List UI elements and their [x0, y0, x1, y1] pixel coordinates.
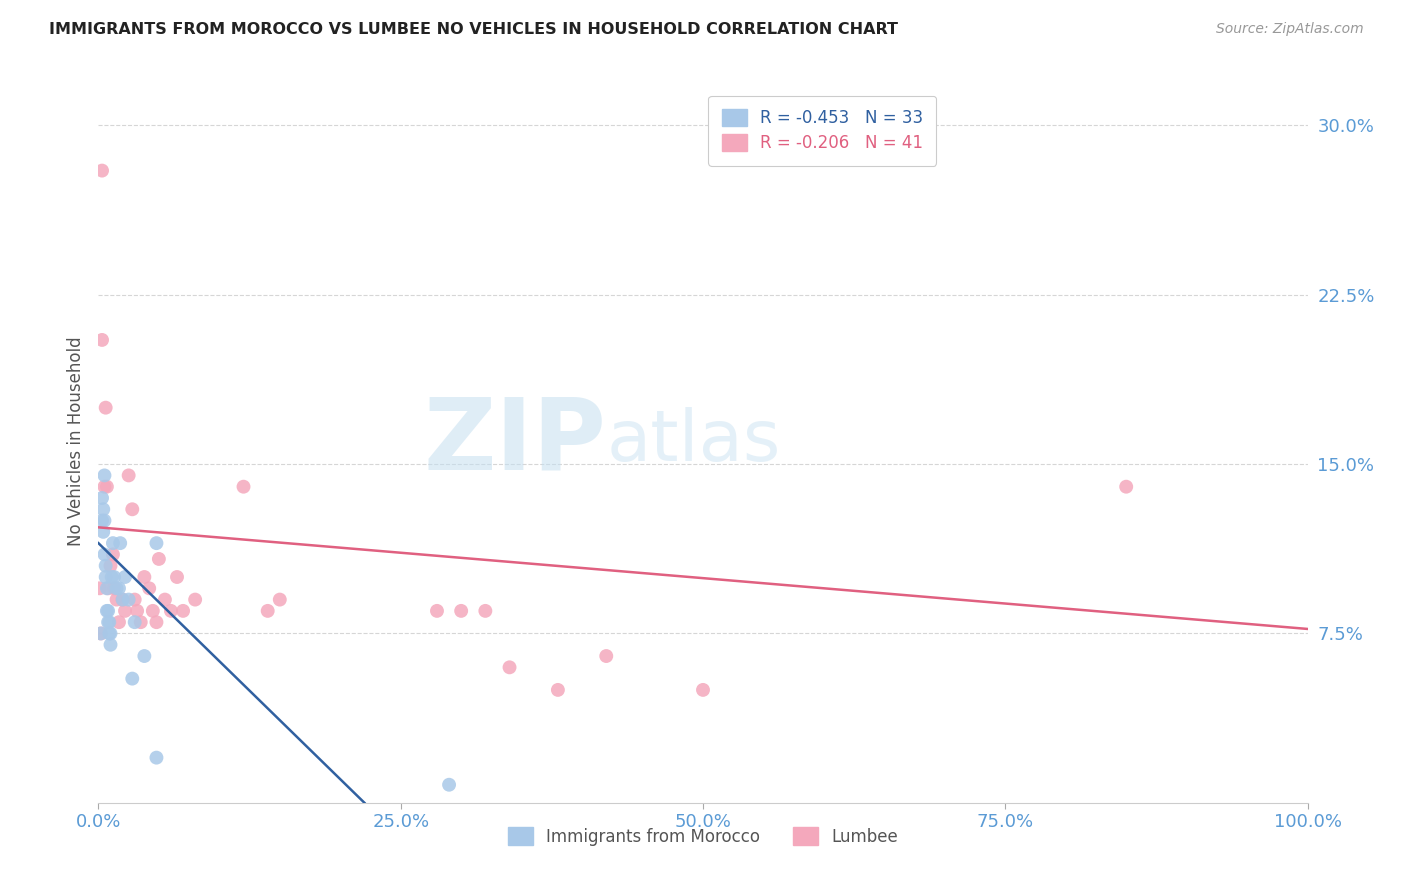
Point: [111, 592, 134, 607]
Point: [100, 638, 122, 652]
Point: [93, 548, 115, 562]
Point: [595, 648, 617, 663]
Point: [426, 604, 449, 618]
Point: [1115, 480, 1137, 494]
Text: ZIP: ZIP: [423, 393, 606, 490]
Point: [97, 604, 120, 618]
Point: [98, 615, 121, 630]
Point: [91, 333, 114, 347]
Point: [100, 570, 122, 584]
Point: [256, 604, 278, 618]
Point: [98, 626, 121, 640]
Point: [172, 604, 194, 618]
Point: [89, 582, 111, 596]
Point: [114, 570, 136, 584]
Point: [101, 536, 124, 550]
Point: [145, 615, 167, 630]
Point: [97, 615, 120, 630]
Point: [134, 648, 156, 663]
Point: [105, 592, 128, 607]
Point: [96, 604, 118, 618]
Point: [91, 491, 114, 505]
Point: [184, 592, 207, 607]
Point: [145, 536, 167, 550]
Point: [94, 401, 117, 415]
Point: [129, 615, 152, 630]
Point: [93, 514, 115, 528]
Point: [90, 626, 112, 640]
Point: [103, 582, 125, 596]
Point: [142, 604, 165, 618]
Point: [118, 468, 141, 483]
Point: [100, 626, 122, 640]
Point: [103, 570, 125, 584]
Point: [108, 582, 131, 596]
Legend: Immigrants from Morocco, Lumbee: Immigrants from Morocco, Lumbee: [501, 821, 905, 852]
Point: [91, 163, 114, 178]
Point: [138, 582, 160, 596]
Point: [91, 502, 114, 516]
Point: [97, 582, 120, 596]
Point: [114, 604, 136, 618]
Point: [547, 682, 569, 697]
Point: [91, 524, 114, 539]
Point: [108, 615, 131, 630]
Point: [166, 570, 188, 584]
Point: [91, 514, 114, 528]
Point: [269, 592, 291, 607]
Point: [121, 502, 143, 516]
Point: [94, 558, 117, 573]
Point: [96, 480, 118, 494]
Point: [100, 558, 122, 573]
Point: [118, 592, 141, 607]
Point: [124, 592, 146, 607]
Text: atlas: atlas: [606, 407, 780, 476]
Point: [474, 604, 496, 618]
Point: [93, 480, 115, 494]
Point: [498, 660, 520, 674]
Point: [93, 468, 115, 483]
Point: [232, 480, 254, 494]
Point: [127, 604, 149, 618]
Y-axis label: No Vehicles in Household: No Vehicles in Household: [66, 336, 84, 547]
Point: [148, 552, 170, 566]
Point: [90, 626, 112, 640]
Text: Source: ZipAtlas.com: Source: ZipAtlas.com: [1216, 22, 1364, 37]
Point: [153, 592, 176, 607]
Point: [692, 682, 714, 697]
Point: [450, 604, 472, 618]
Point: [437, 778, 460, 792]
Point: [94, 570, 117, 584]
Point: [134, 570, 156, 584]
Point: [124, 615, 146, 630]
Point: [105, 582, 128, 596]
Point: [160, 604, 183, 618]
Point: [145, 750, 167, 764]
Point: [121, 672, 143, 686]
Point: [108, 536, 131, 550]
Point: [96, 582, 118, 596]
Point: [111, 592, 134, 607]
Point: [101, 548, 124, 562]
Text: IMMIGRANTS FROM MOROCCO VS LUMBEE NO VEHICLES IN HOUSEHOLD CORRELATION CHART: IMMIGRANTS FROM MOROCCO VS LUMBEE NO VEH…: [49, 22, 898, 37]
